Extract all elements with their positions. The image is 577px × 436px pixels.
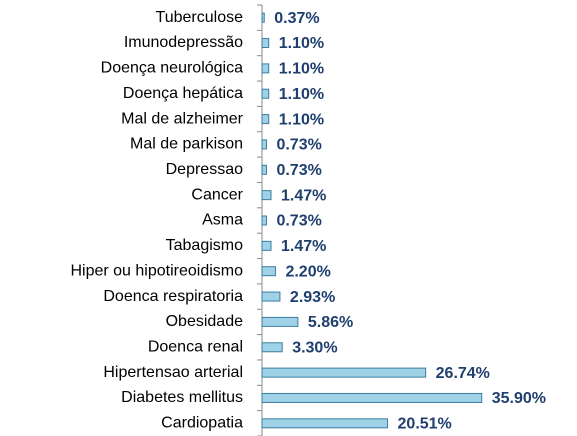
category-label: Doença neurológica — [101, 60, 243, 77]
category-label: Tuberculose — [156, 9, 244, 26]
category-label: Diabetes mellitus — [121, 389, 243, 406]
bar — [261, 88, 270, 99]
category-label: Obesidade — [166, 313, 243, 330]
category-label: Cardiopatia — [161, 415, 243, 432]
value-label: 2.93% — [290, 289, 335, 306]
value-label: 0.73% — [276, 162, 321, 179]
value-label: 20.51% — [398, 416, 452, 433]
category-label: Hipertensao arterial — [103, 364, 243, 381]
bar — [261, 392, 483, 403]
value-label: 1.10% — [279, 35, 324, 52]
value-label: 1.47% — [281, 187, 326, 204]
value-label: 1.10% — [279, 61, 324, 78]
value-label: 0.37% — [274, 10, 319, 27]
bar — [261, 139, 267, 150]
category-label: Mal de parkison — [130, 136, 243, 153]
category-label: Doença hepática — [123, 85, 243, 102]
category-label: Tabagismo — [166, 237, 243, 254]
category-label: Imunodepressão — [124, 34, 243, 51]
value-label: 2.20% — [285, 263, 330, 280]
bar — [261, 316, 299, 327]
bar — [261, 291, 281, 302]
category-label: Hiper ou hipotireoidismo — [70, 262, 243, 279]
bar — [261, 367, 427, 378]
category-label: Asma — [202, 212, 243, 229]
bar — [261, 215, 267, 226]
bar — [261, 164, 267, 175]
value-label: 1.47% — [281, 238, 326, 255]
category-label: Cancer — [191, 186, 243, 203]
bar — [261, 266, 276, 277]
bar — [261, 342, 283, 353]
value-label: 1.10% — [279, 111, 324, 128]
value-label: 3.30% — [292, 339, 337, 356]
value-label: 26.74% — [436, 365, 490, 382]
value-label: 0.73% — [276, 137, 321, 154]
value-label: 0.73% — [276, 213, 321, 230]
category-label: Doenca renal — [148, 338, 243, 355]
bar — [261, 418, 389, 429]
category-label: Depressao — [166, 161, 243, 178]
category-label: Doenca respiratoria — [103, 288, 243, 305]
value-label: 1.10% — [279, 86, 324, 103]
bar — [261, 114, 270, 125]
bar — [261, 38, 270, 49]
value-label: 5.86% — [308, 314, 353, 331]
bar — [261, 63, 270, 74]
bar — [261, 190, 272, 201]
value-label: 35.90% — [492, 390, 546, 407]
category-label: Mal de alzheimer — [121, 110, 244, 127]
bar — [261, 240, 272, 251]
bar — [261, 12, 265, 23]
